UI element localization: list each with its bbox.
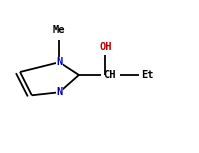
Text: OH: OH bbox=[99, 43, 112, 52]
Text: Et: Et bbox=[141, 70, 153, 80]
Text: N: N bbox=[56, 87, 62, 97]
Text: N: N bbox=[56, 57, 62, 67]
Text: Me: Me bbox=[53, 25, 65, 35]
Text: CH: CH bbox=[103, 70, 116, 80]
